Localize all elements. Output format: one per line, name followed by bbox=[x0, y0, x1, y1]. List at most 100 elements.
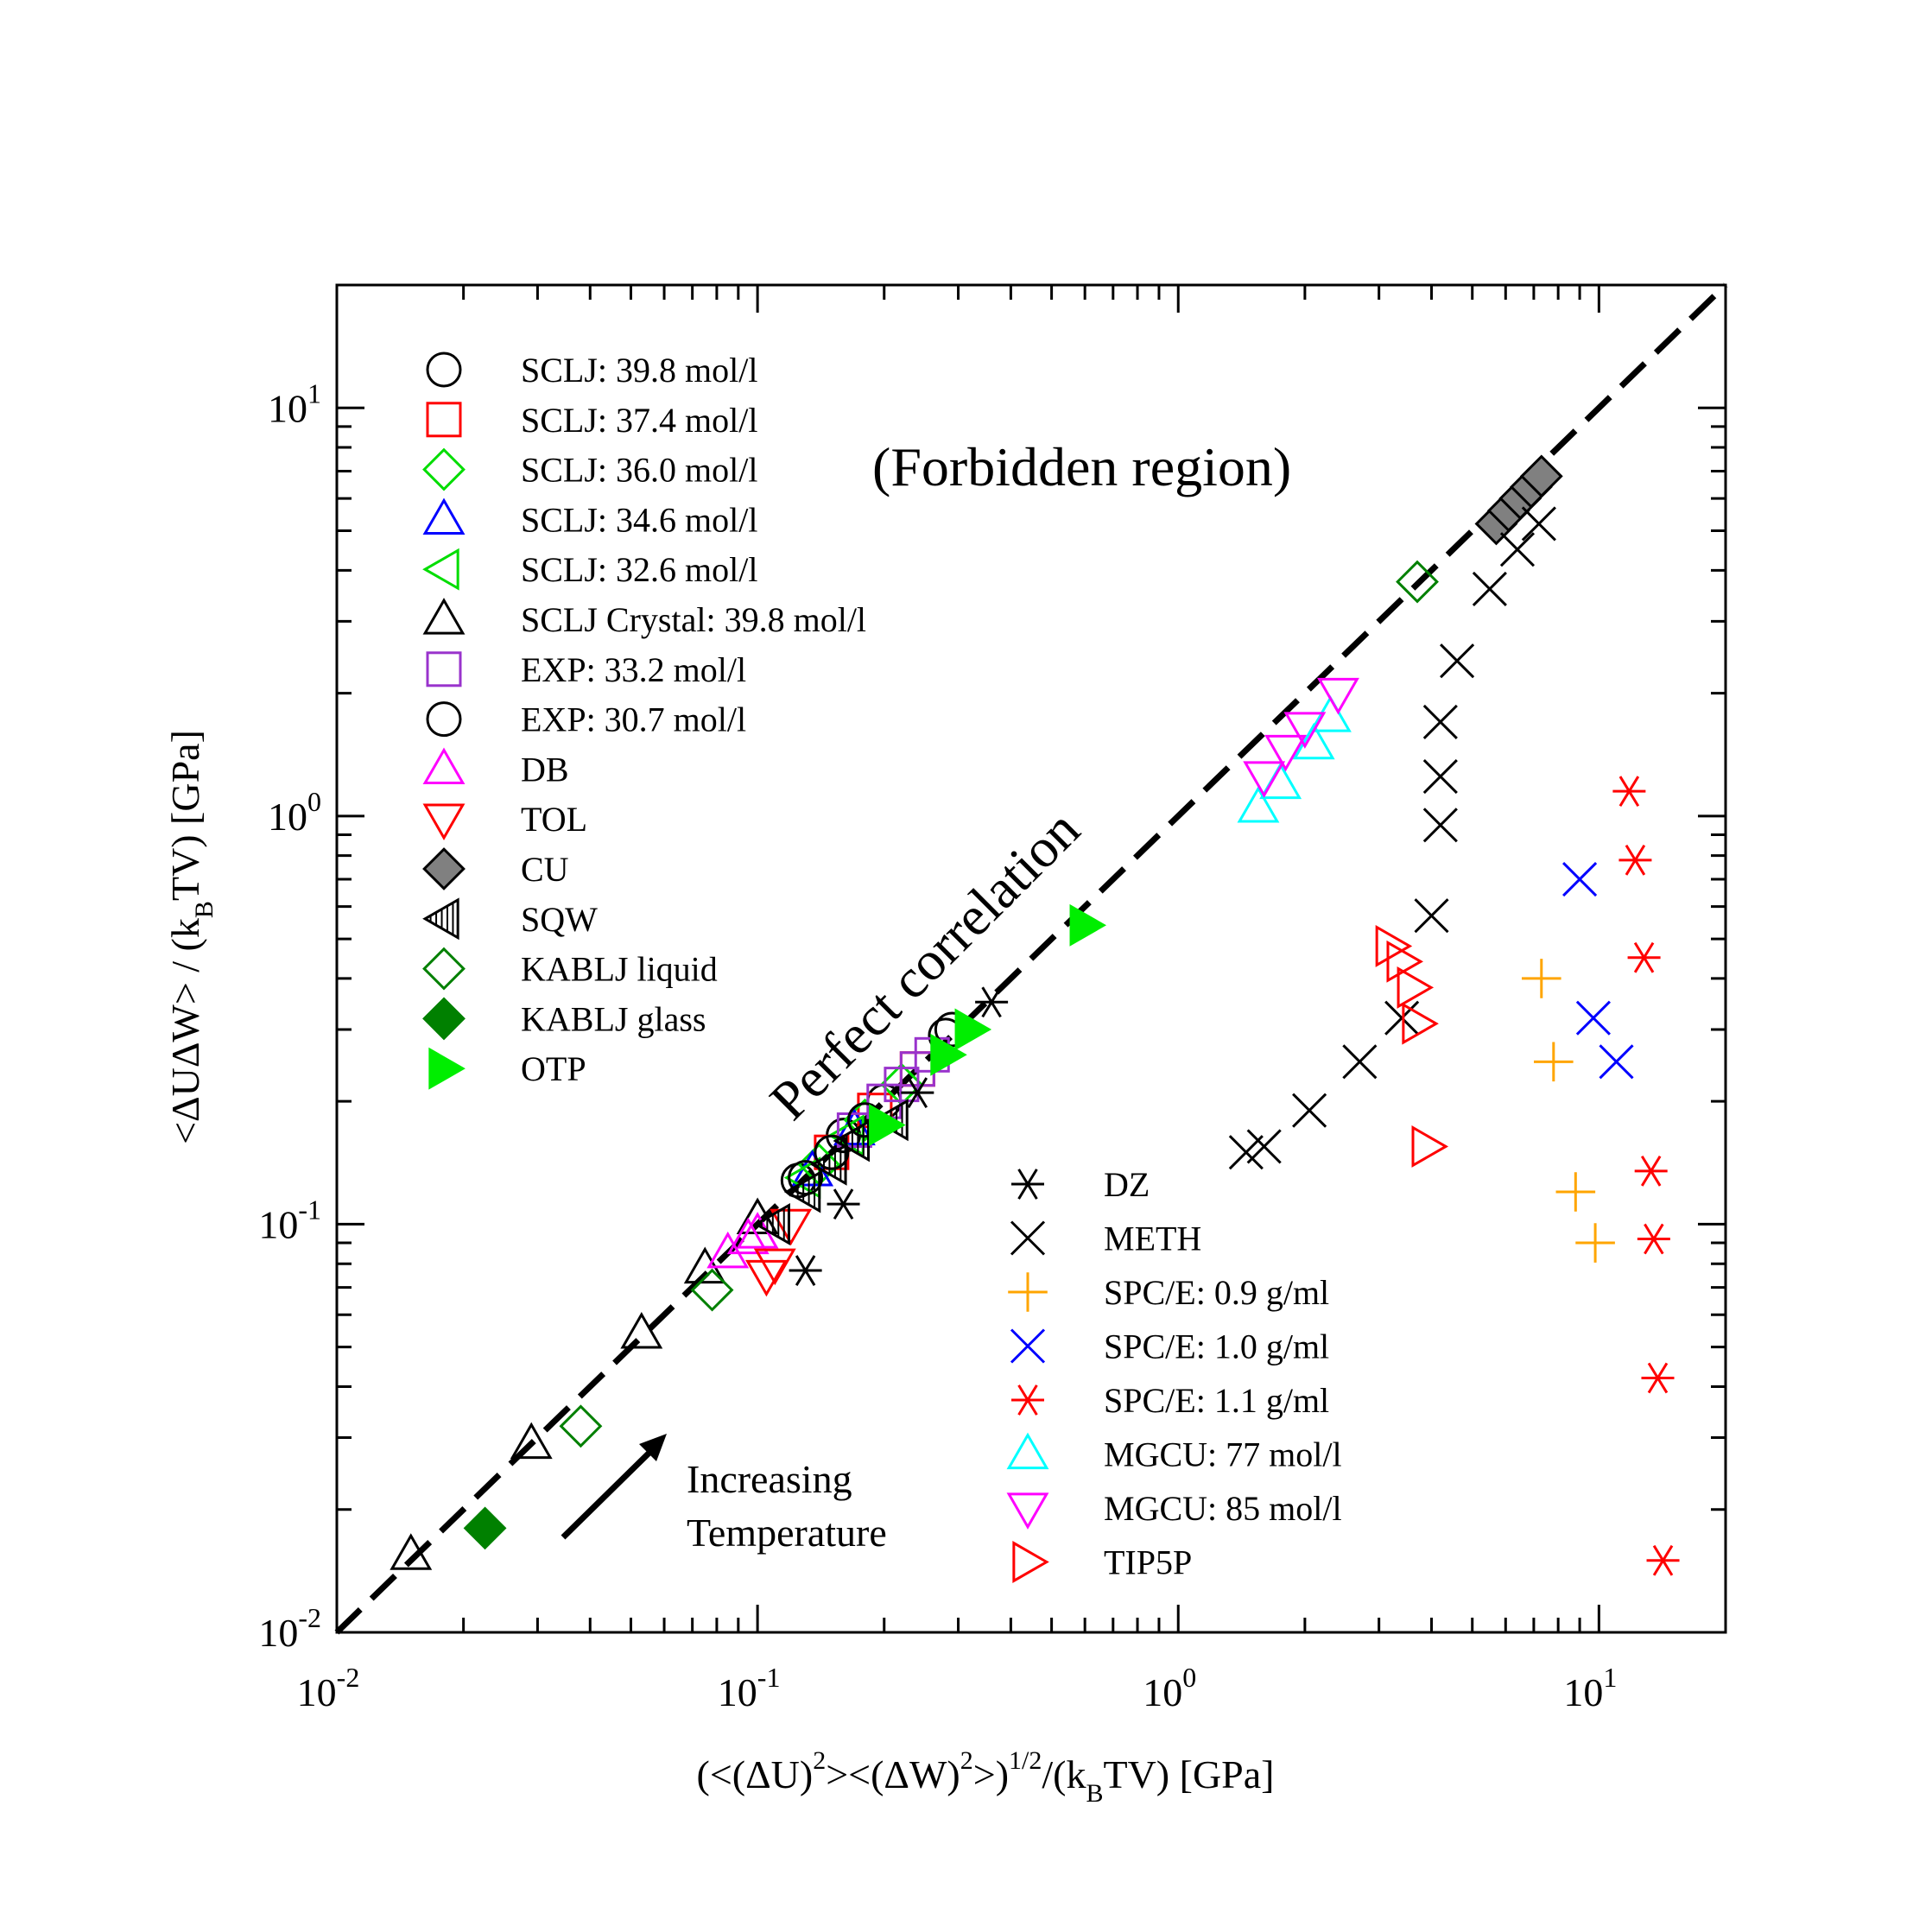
plot-frame bbox=[335, 283, 1727, 1634]
data-point bbox=[390, 1533, 433, 1570]
legend-item: SPC/E: 0.9 g/ml bbox=[1008, 1272, 1329, 1312]
legend-marker bbox=[422, 897, 459, 941]
data-point bbox=[975, 986, 1009, 1018]
legend-item: OTP bbox=[428, 1047, 586, 1090]
legend-right: DZ METH SPC/E: 0.9 g/ml SPC/E: 1.0 g/ml SPC/… bbox=[1006, 1165, 1342, 1583]
series-spc-e-1-1-g-ml bbox=[1612, 776, 1680, 1576]
legend-label: EXP: 30.7 mol/l bbox=[521, 700, 746, 739]
data-point bbox=[1637, 1223, 1670, 1255]
data-point bbox=[1292, 722, 1335, 760]
legend-item: SQW bbox=[422, 897, 598, 941]
data-point bbox=[783, 1170, 821, 1213]
legend-item: SPC/E: 1.0 g/ml bbox=[1010, 1327, 1329, 1366]
series-cu bbox=[1474, 454, 1563, 546]
data-point bbox=[1618, 844, 1652, 876]
series-sqw bbox=[753, 1099, 909, 1245]
data-point bbox=[620, 1312, 663, 1349]
data-point bbox=[753, 1248, 796, 1286]
x-tick-label: 101 bbox=[1563, 1662, 1617, 1714]
legend-marker bbox=[428, 1047, 466, 1090]
legend-marker bbox=[426, 701, 462, 738]
data-point bbox=[1292, 1093, 1327, 1128]
data-point bbox=[1411, 1125, 1449, 1168]
data-point bbox=[1472, 571, 1507, 607]
legend-item: SCLJ: 32.6 mol/l bbox=[422, 548, 758, 591]
legend-item: EXP: 33.2 mol/l bbox=[426, 650, 746, 689]
y-tick-label: 100 bbox=[268, 786, 321, 839]
data-point bbox=[510, 1422, 553, 1460]
x-tick-label: 10-1 bbox=[718, 1662, 781, 1714]
forbidden-region-label: (Forbidden region) bbox=[872, 436, 1291, 497]
legend-marker bbox=[1006, 1492, 1049, 1530]
y-axis-title: <ΔUΔW> / (kBTV) [GPa] bbox=[163, 730, 219, 1144]
legend-item: SCLJ: 37.4 mol/l bbox=[426, 401, 758, 440]
legend-label: DB bbox=[521, 750, 569, 789]
increasing-label-line2: Temperature bbox=[687, 1511, 887, 1555]
legend-label: SQW bbox=[521, 900, 598, 939]
data-point bbox=[736, 1212, 779, 1249]
legend-item: DZ bbox=[1011, 1165, 1150, 1204]
legend-item: MGCU: 85 mol/l bbox=[1006, 1489, 1342, 1530]
data-point bbox=[1422, 808, 1458, 843]
legend-marker bbox=[1008, 1272, 1048, 1312]
legend-label: SCLJ: 36.0 mol/l bbox=[521, 451, 758, 490]
legend-item: KABLJ liquid bbox=[422, 947, 718, 991]
legend-marker bbox=[422, 997, 466, 1041]
data-point bbox=[930, 1033, 967, 1076]
data-point bbox=[814, 1134, 850, 1170]
legend-item: DB bbox=[422, 747, 569, 789]
series-mgcu-77-mol-l bbox=[1237, 695, 1352, 823]
data-point bbox=[726, 1217, 770, 1255]
legend-label: EXP: 33.2 mol/l bbox=[521, 650, 746, 689]
legend-label: SPC/E: 1.1 g/ml bbox=[1104, 1381, 1329, 1420]
series-otp bbox=[869, 903, 1107, 1147]
legend-label: METH bbox=[1104, 1220, 1201, 1258]
legend-marker bbox=[422, 747, 466, 785]
data-points bbox=[390, 454, 1680, 1576]
legend-label: OTP bbox=[521, 1049, 586, 1088]
legend-label: SCLJ Crystal: 39.8 mol/l bbox=[521, 600, 866, 639]
data-point bbox=[810, 1143, 847, 1186]
legend-item: TOL bbox=[422, 800, 587, 841]
data-point bbox=[1243, 761, 1286, 798]
data-point bbox=[901, 1077, 934, 1109]
legend-marker bbox=[422, 803, 466, 841]
legend-item: SCLJ: 39.8 mol/l bbox=[426, 351, 758, 390]
series-tol bbox=[744, 1208, 813, 1297]
legend-label: CU bbox=[521, 850, 569, 889]
legend-marker bbox=[422, 847, 466, 890]
data-point bbox=[1259, 762, 1302, 800]
data-point bbox=[1246, 1129, 1282, 1164]
data-point bbox=[1402, 1002, 1439, 1045]
tick-labels: 10-2 10-1 100 101 10-2 10-1 100 101 bbox=[258, 377, 1617, 1714]
legend-label: SCLJ: 34.6 mol/l bbox=[521, 500, 758, 539]
series-spc-e-1-0-g-ml bbox=[1562, 861, 1634, 1080]
legend-marker bbox=[1011, 1169, 1044, 1200]
legend-marker bbox=[422, 598, 466, 635]
legend-label: TOL bbox=[521, 800, 587, 839]
data-point bbox=[1519, 454, 1563, 498]
data-point bbox=[1646, 1544, 1680, 1576]
legend-left: SCLJ: 39.8 mol/l SCLJ: 37.4 mol/l SCLJ: 36… bbox=[422, 351, 866, 1090]
legend-label: SCLJ: 37.4 mol/l bbox=[521, 401, 758, 440]
data-point bbox=[559, 1404, 603, 1448]
data-point bbox=[1555, 1172, 1596, 1212]
legend-marker bbox=[1010, 1328, 1046, 1364]
data-point bbox=[1375, 925, 1413, 967]
data-point bbox=[1283, 712, 1327, 749]
data-point bbox=[1422, 704, 1458, 739]
data-point bbox=[1521, 959, 1561, 998]
legend-label: MGCU: 77 mol/l bbox=[1104, 1435, 1342, 1474]
increasing-temperature-arrow bbox=[561, 1434, 667, 1540]
data-point bbox=[1499, 532, 1536, 567]
legend-item: MGCU: 77 mol/l bbox=[1006, 1432, 1342, 1474]
data-point bbox=[1634, 1155, 1668, 1187]
x-tick-label: 100 bbox=[1143, 1662, 1196, 1714]
axis-ticks bbox=[335, 283, 1727, 1634]
legend-item: SPC/E: 1.1 g/ml bbox=[1011, 1381, 1329, 1420]
legend-label: SPC/E: 0.9 g/ml bbox=[1104, 1273, 1329, 1312]
y-tick-label: 101 bbox=[268, 377, 321, 430]
legend-item: CU bbox=[422, 847, 569, 890]
legend-marker bbox=[1011, 1384, 1044, 1416]
data-point bbox=[1575, 1223, 1615, 1263]
